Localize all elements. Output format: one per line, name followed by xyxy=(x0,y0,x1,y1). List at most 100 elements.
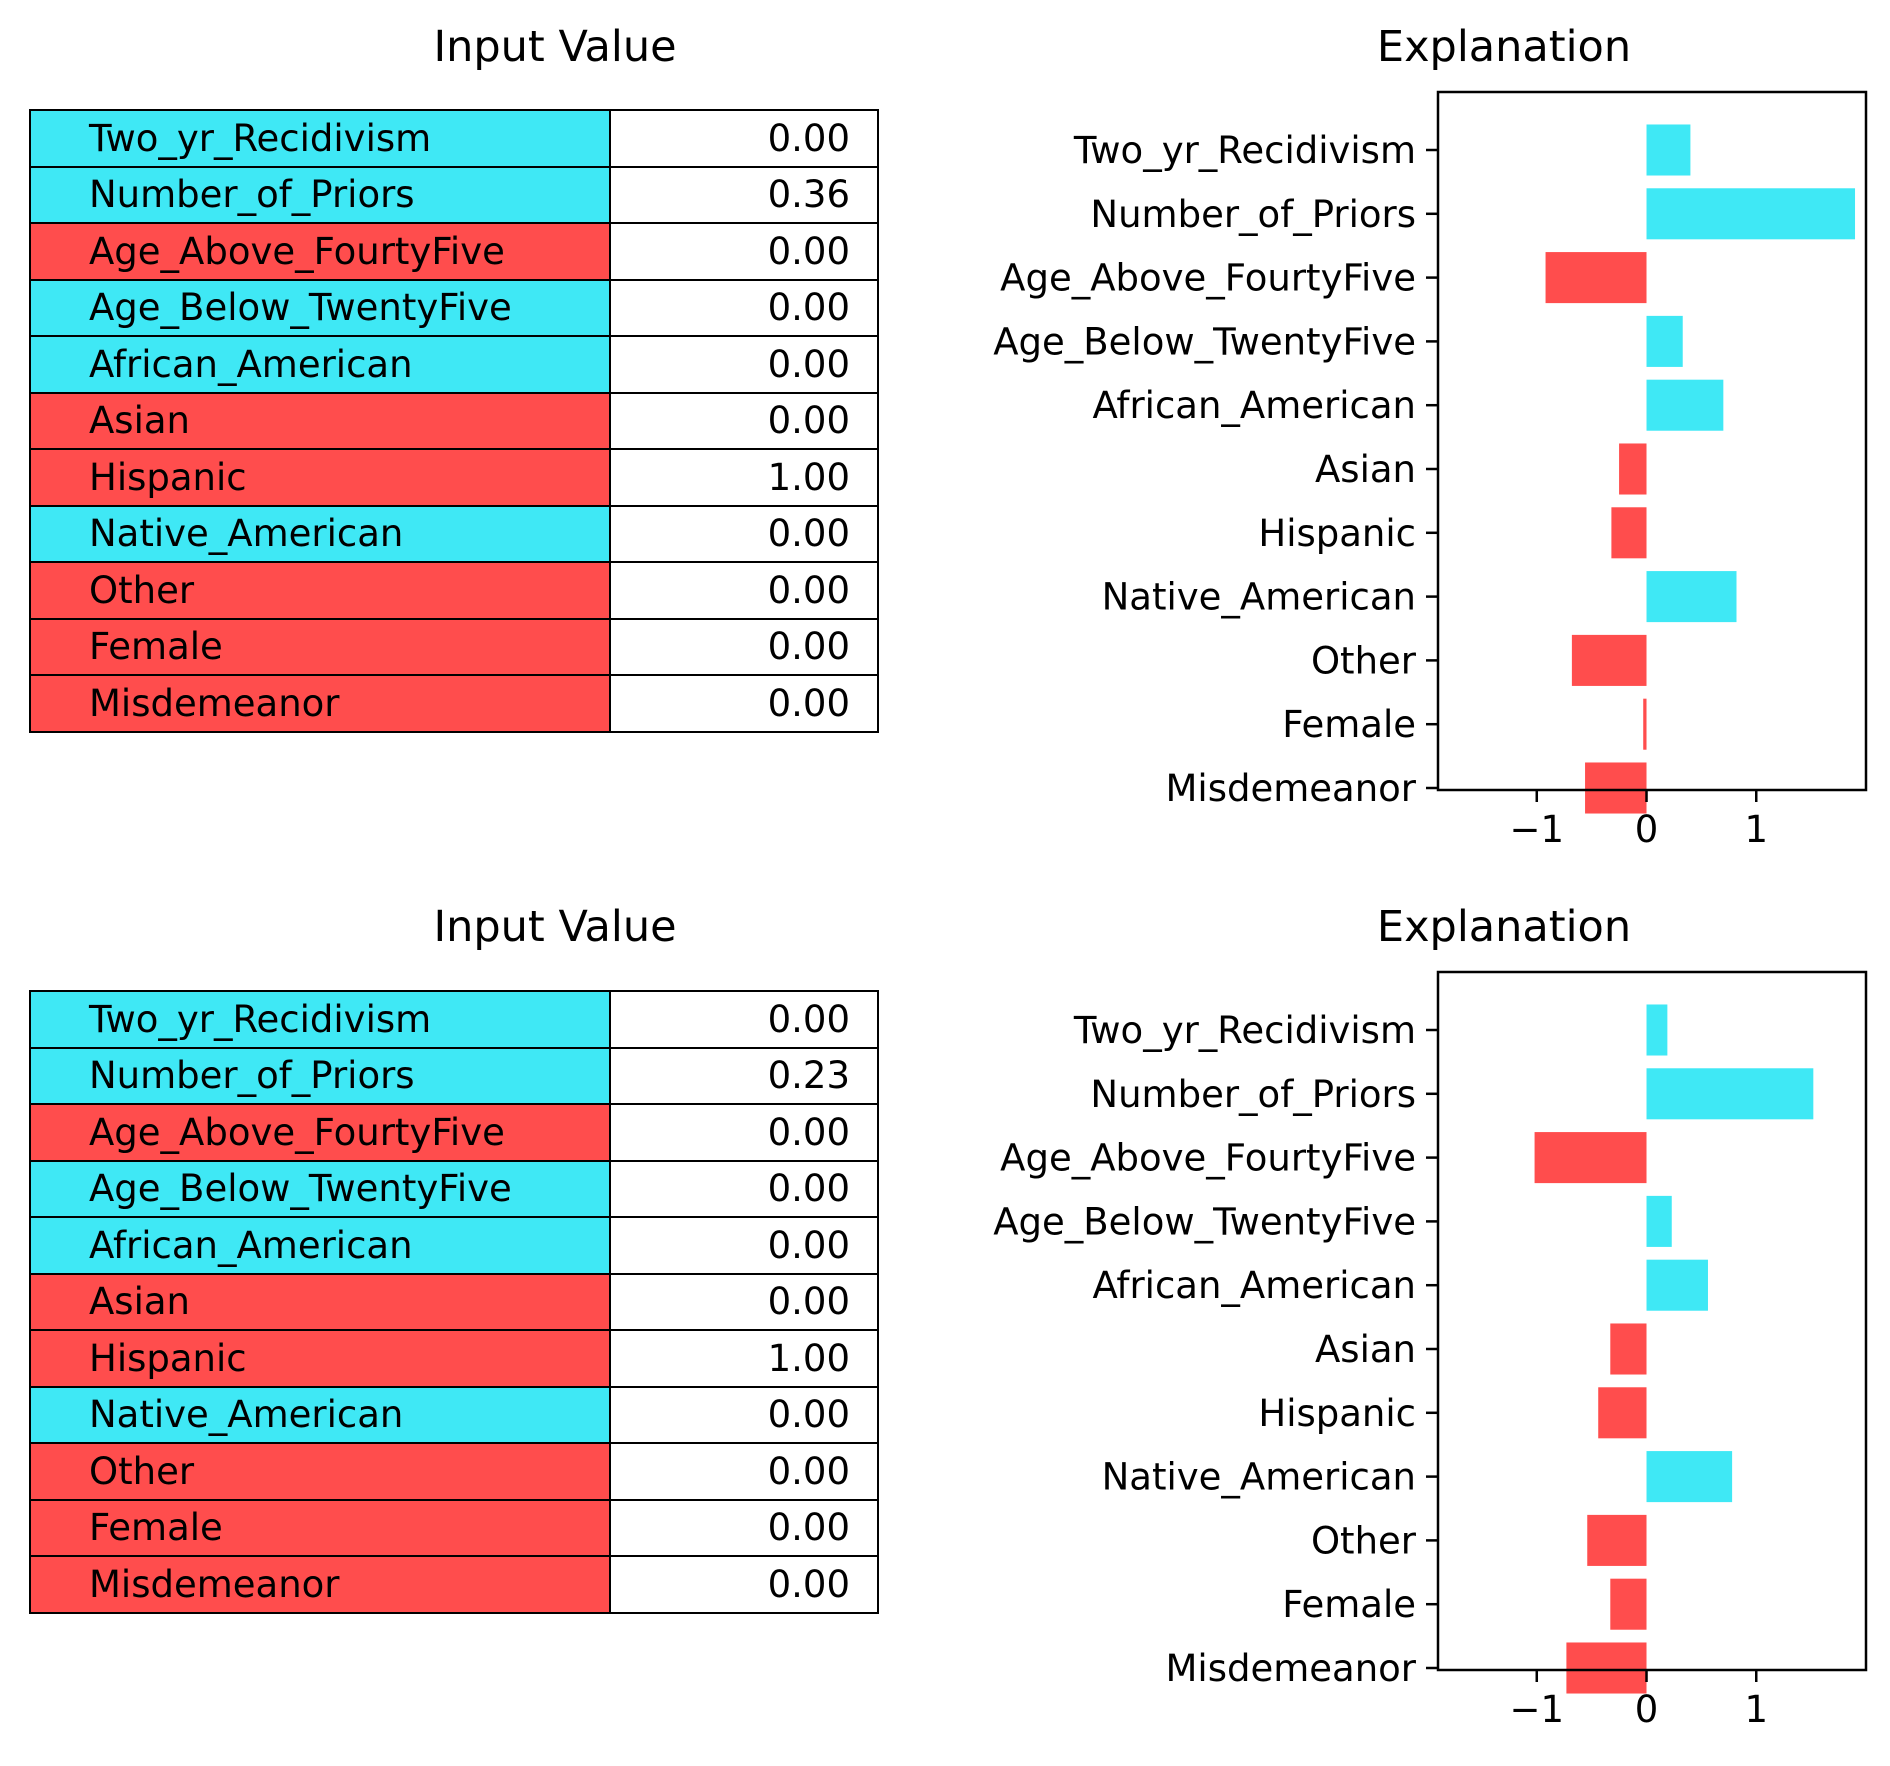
explanation-title: Explanation xyxy=(1376,902,1632,952)
bar xyxy=(1643,698,1647,750)
bar xyxy=(1646,571,1737,623)
y-tick-label: Hispanic xyxy=(1258,1392,1416,1435)
feature-value: 0.00 xyxy=(609,1442,879,1501)
y-tick-label: African_American xyxy=(1092,384,1416,427)
x-tick-label: −1 xyxy=(1509,808,1564,851)
x-tick-label: 0 xyxy=(1635,808,1659,851)
table-row: Asian 0.00 xyxy=(29,1272,879,1331)
feature-label: African_American xyxy=(29,335,611,394)
y-tick-label: Age_Above_FourtyFive xyxy=(1000,1137,1416,1180)
y-tick-label: Two_yr_Recidivism xyxy=(1073,129,1416,172)
feature-value: 0.00 xyxy=(609,222,879,281)
feature-label: Misdemeanor xyxy=(29,1555,611,1614)
feature-label: Number_of_Priors xyxy=(29,1046,611,1105)
y-tick-label: Number_of_Priors xyxy=(1090,193,1416,236)
bar xyxy=(1646,1004,1668,1056)
y-tick-label: Asian xyxy=(1315,1328,1416,1371)
table-row: Female 0.00 xyxy=(29,1498,879,1557)
feature-value: 0.00 xyxy=(609,109,879,168)
x-tick-label: 1 xyxy=(1744,808,1768,851)
feature-label: Age_Above_FourtyFive xyxy=(29,222,611,281)
feature-label: Hispanic xyxy=(29,448,611,507)
x-tick-label: 1 xyxy=(1744,1688,1768,1731)
feature-value: 0.00 xyxy=(609,1385,879,1444)
y-tick-label: Native_American xyxy=(1102,1456,1416,1499)
table-row: Misdemeanor 0.00 xyxy=(29,1555,879,1614)
table-row: African_American 0.00 xyxy=(29,1216,879,1275)
feature-label: Number_of_Priors xyxy=(29,165,611,224)
feature-label: Asian xyxy=(29,1272,611,1331)
table-row: Asian 0.00 xyxy=(29,391,879,450)
table-row: Hispanic 1.00 xyxy=(29,448,879,507)
bar xyxy=(1571,634,1647,686)
y-tick-label: Age_Below_TwentyFive xyxy=(993,1200,1416,1243)
feature-label: Age_Below_TwentyFive xyxy=(29,1159,611,1218)
feature-label: Female xyxy=(29,617,611,676)
x-tick-label: −1 xyxy=(1509,1688,1564,1731)
table-row: Hispanic 1.00 xyxy=(29,1329,879,1388)
table-row: Female 0.00 xyxy=(29,617,879,676)
feature-value: 0.00 xyxy=(609,561,879,620)
feature-value: 1.00 xyxy=(609,448,879,507)
bar xyxy=(1646,379,1724,431)
table-row: Age_Above_FourtyFive 0.00 xyxy=(29,222,879,281)
table-row: Two_yr_Recidivism 0.00 xyxy=(29,990,879,1049)
feature-value: 0.23 xyxy=(609,1046,879,1105)
y-tick-label: Misdemeanor xyxy=(1165,767,1416,810)
table-row: Other 0.00 xyxy=(29,1442,879,1501)
bar xyxy=(1598,1387,1647,1439)
y-tick-label: Female xyxy=(1282,1583,1416,1626)
input-value-table: Two_yr_Recidivism 0.00 Number_of_Priors 0.3… xyxy=(29,109,879,733)
bar xyxy=(1646,124,1691,176)
bar xyxy=(1611,507,1647,559)
bar xyxy=(1646,315,1683,367)
table-row: Number_of_Priors 0.23 xyxy=(29,1046,879,1105)
feature-value: 0.00 xyxy=(609,1159,879,1218)
y-tick-label: African_American xyxy=(1092,1264,1416,1307)
table-row: Two_yr_Recidivism 0.00 xyxy=(29,109,879,168)
feature-value: 0.00 xyxy=(609,1272,879,1331)
x-tick-label: 0 xyxy=(1635,1688,1659,1731)
y-tick-label: Hispanic xyxy=(1258,512,1416,555)
y-tick-label: Misdemeanor xyxy=(1165,1647,1416,1690)
table-row: Age_Below_TwentyFive 0.00 xyxy=(29,278,879,337)
feature-label: Age_Above_FourtyFive xyxy=(29,1103,611,1162)
feature-value: 0.00 xyxy=(609,617,879,676)
feature-value: 0.00 xyxy=(609,1498,879,1557)
y-tick-label: Number_of_Priors xyxy=(1090,1073,1416,1116)
feature-label: African_American xyxy=(29,1216,611,1275)
feature-value: 0.00 xyxy=(609,1555,879,1614)
feature-value: 0.00 xyxy=(609,278,879,337)
table-row: Native_American 0.00 xyxy=(29,1385,879,1444)
feature-value: 0.00 xyxy=(609,674,879,733)
y-tick-label: Native_American xyxy=(1102,576,1416,619)
bar xyxy=(1646,1451,1733,1503)
input-value-table: Two_yr_Recidivism 0.00 Number_of_Priors 0.2… xyxy=(29,990,879,1614)
table-row: Age_Above_FourtyFive 0.00 xyxy=(29,1103,879,1162)
y-tick-label: Two_yr_Recidivism xyxy=(1073,1009,1416,1052)
bar xyxy=(1646,188,1856,240)
explanation-chart: Two_yr_Recidivism Number_of_Priors Age_Abo… xyxy=(993,970,1868,1731)
feature-label: Two_yr_Recidivism xyxy=(29,109,611,168)
table-row: Number_of_Priors 0.36 xyxy=(29,165,879,224)
bar xyxy=(1646,1259,1708,1311)
feature-label: Misdemeanor xyxy=(29,674,611,733)
explanation-chart: Two_yr_Recidivism Number_of_Priors Age_Abo… xyxy=(993,90,1868,851)
bar xyxy=(1610,1578,1647,1630)
bar xyxy=(1545,252,1647,304)
bar xyxy=(1587,1514,1647,1566)
input-table-title: Input Value xyxy=(433,22,677,72)
input-table-title: Input Value xyxy=(433,902,677,952)
table-row: Misdemeanor 0.00 xyxy=(29,674,879,733)
feature-value: 0.00 xyxy=(609,391,879,450)
bar xyxy=(1610,1323,1647,1375)
feature-value: 0.00 xyxy=(609,504,879,563)
y-tick-label: Other xyxy=(1311,1519,1417,1562)
bar xyxy=(1585,762,1647,814)
feature-label: Native_American xyxy=(29,1385,611,1444)
explanation-title: Explanation xyxy=(1376,22,1632,72)
feature-label: Other xyxy=(29,561,611,620)
feature-label: Native_American xyxy=(29,504,611,563)
bar xyxy=(1646,1068,1814,1120)
feature-value: 0.00 xyxy=(609,1103,879,1162)
